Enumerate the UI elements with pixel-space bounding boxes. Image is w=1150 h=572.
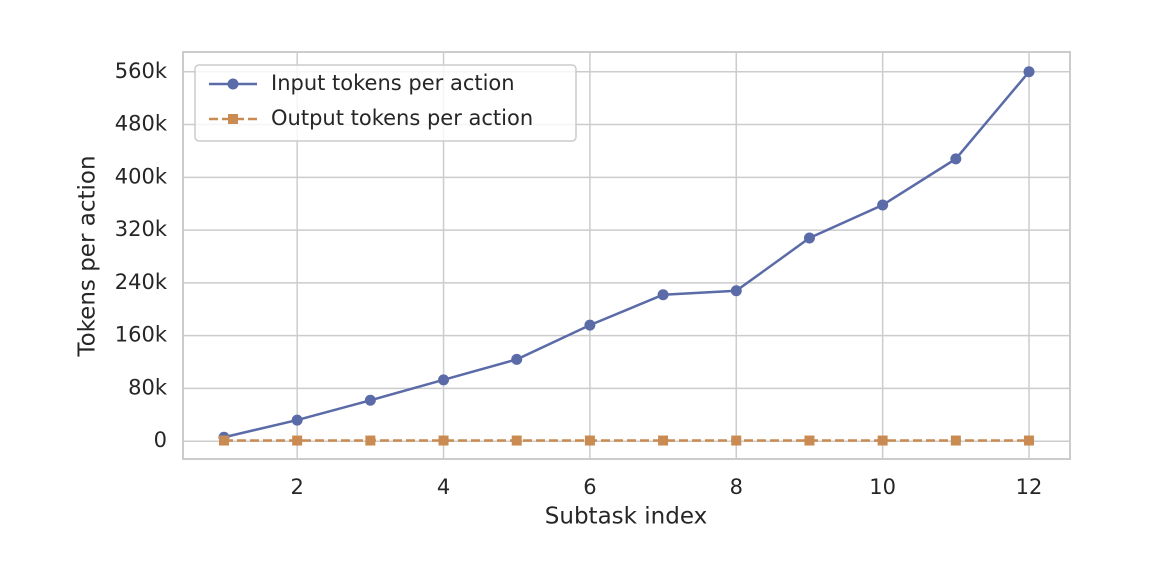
point bbox=[511, 435, 522, 446]
point bbox=[364, 394, 376, 406]
x-tick-label: 4 bbox=[437, 475, 450, 499]
point bbox=[877, 435, 888, 446]
point bbox=[218, 435, 229, 446]
y-tick-label: 560k bbox=[115, 59, 168, 83]
point bbox=[657, 289, 669, 301]
point bbox=[584, 319, 596, 331]
y-tick-label: 480k bbox=[115, 112, 168, 136]
point bbox=[365, 435, 376, 446]
point bbox=[658, 435, 669, 446]
x-tick-label: 2 bbox=[290, 475, 303, 499]
point bbox=[803, 232, 815, 244]
legend-label: Input tokens per action bbox=[271, 71, 515, 95]
y-tick-label: 0 bbox=[154, 428, 167, 452]
y-tick-label: 160k bbox=[115, 323, 168, 347]
y-tick-label: 80k bbox=[128, 375, 168, 399]
y-tick-label: 320k bbox=[115, 217, 168, 241]
series-line bbox=[223, 70, 1030, 439]
point bbox=[292, 435, 303, 446]
legend-marker bbox=[228, 114, 238, 124]
point bbox=[1024, 435, 1035, 446]
y-tick-label: 400k bbox=[115, 164, 168, 188]
plot-frame bbox=[182, 51, 1071, 460]
x-tick-label: 8 bbox=[730, 475, 743, 499]
legend-frame bbox=[194, 64, 577, 142]
x-axis-label: Subtask index bbox=[545, 504, 707, 530]
point bbox=[950, 435, 961, 446]
x-tick-label: 10 bbox=[869, 475, 896, 499]
point bbox=[511, 353, 523, 365]
x-tick-label: 12 bbox=[1016, 475, 1043, 499]
x-tick-label: 6 bbox=[583, 475, 596, 499]
point bbox=[438, 374, 450, 386]
legend-label: Output tokens per action bbox=[271, 106, 533, 130]
legend-marker bbox=[227, 78, 239, 90]
y-tick-label: 240k bbox=[115, 270, 168, 294]
point bbox=[877, 199, 889, 211]
point bbox=[584, 435, 595, 446]
point bbox=[804, 435, 815, 446]
y-axis-label: Tokens per action bbox=[75, 155, 101, 357]
point bbox=[730, 285, 742, 297]
point bbox=[950, 153, 962, 165]
point bbox=[731, 435, 742, 446]
point bbox=[291, 414, 303, 426]
legend: Input tokens per action Output tokens per… bbox=[194, 64, 577, 142]
point bbox=[438, 435, 449, 446]
point bbox=[1023, 66, 1035, 78]
